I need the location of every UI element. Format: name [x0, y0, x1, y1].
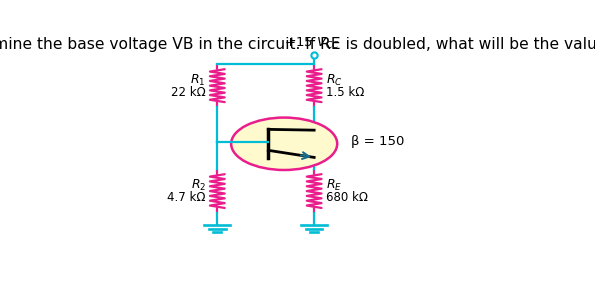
Text: 1.5 kΩ: 1.5 kΩ	[325, 86, 364, 99]
Circle shape	[231, 118, 337, 170]
Text: $R_C$: $R_C$	[325, 73, 343, 88]
Text: $R_2$: $R_2$	[190, 178, 206, 193]
Text: +15 $V_{CC}$: +15 $V_{CC}$	[284, 36, 340, 52]
Text: β = 150: β = 150	[351, 135, 405, 148]
Text: 22 kΩ: 22 kΩ	[171, 86, 206, 99]
Text: 4.7 kΩ: 4.7 kΩ	[167, 191, 206, 204]
Text: 680 kΩ: 680 kΩ	[325, 191, 368, 204]
Text: $R_1$: $R_1$	[190, 73, 206, 88]
Text: $R_E$: $R_E$	[325, 178, 342, 193]
Text: Determine the base voltage VB in the circuit. If RE is doubled, what will be the: Determine the base voltage VB in the cir…	[0, 37, 595, 52]
